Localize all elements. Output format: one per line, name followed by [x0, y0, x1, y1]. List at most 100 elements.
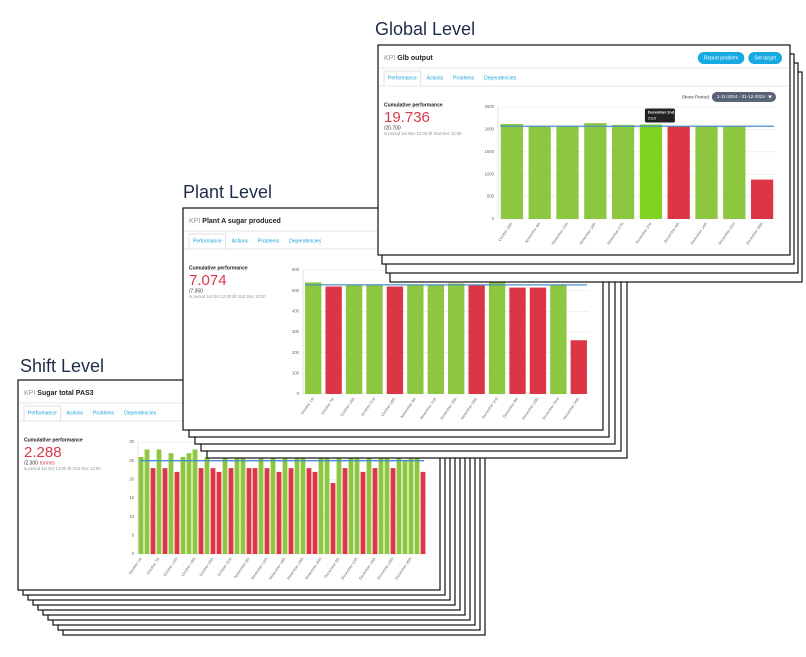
bar	[246, 468, 252, 554]
y-tick-label: 2000	[485, 127, 495, 132]
bar	[550, 284, 567, 394]
y-tick-label: 0	[132, 551, 135, 556]
bar	[556, 125, 579, 219]
header-button[interactable]	[748, 52, 782, 64]
level-title: Global Level	[375, 19, 475, 39]
tab[interactable]: Performance	[28, 410, 57, 416]
tab[interactable]: Actions	[427, 75, 444, 81]
tab[interactable]: Problems	[93, 410, 115, 416]
bar	[723, 125, 746, 219]
bar	[198, 468, 204, 554]
bar	[204, 456, 210, 554]
y-tick-label: 2500	[485, 104, 495, 109]
tooltip	[644, 108, 675, 123]
cumulative-label: Cumulative performance	[384, 102, 443, 108]
bar	[528, 126, 551, 219]
y-tick-label: 200	[292, 350, 300, 355]
kpi-title: Sugar total PAS3	[37, 390, 93, 397]
bar	[192, 449, 198, 554]
level-title: Plant Level	[183, 182, 272, 202]
bar	[288, 468, 294, 554]
bar	[318, 453, 324, 554]
select-label: Show Period	[682, 94, 710, 100]
tooltip-value: 2110	[648, 116, 656, 120]
bar	[342, 468, 348, 554]
bar	[345, 284, 363, 394]
y-tick-label: 5	[132, 532, 135, 537]
bar	[180, 456, 186, 554]
bar	[488, 282, 506, 394]
bar	[500, 124, 524, 219]
bar	[570, 340, 587, 394]
bar	[427, 284, 444, 394]
period-text: in period 1st Oct 12:00 till 31st Dec 12…	[189, 294, 266, 299]
bar	[252, 468, 258, 554]
select-box[interactable]	[711, 92, 776, 102]
kpi-title: Plant A sugar produced	[202, 218, 280, 225]
bar	[386, 286, 404, 394]
tab[interactable]: Performance	[388, 75, 417, 81]
select-arrow	[768, 95, 772, 99]
y-tick-label: 400	[292, 308, 300, 313]
bar	[258, 453, 264, 554]
bar	[138, 456, 144, 554]
bar	[667, 126, 690, 219]
bar	[264, 468, 270, 554]
bar	[222, 453, 228, 554]
tab[interactable]: Dependencies	[124, 410, 156, 416]
bar	[156, 449, 162, 554]
tab[interactable]: Dependencies	[484, 75, 516, 81]
tab[interactable]: Problems	[453, 75, 475, 81]
bar	[312, 471, 318, 554]
header-button[interactable]	[697, 52, 745, 64]
tab[interactable]: Actions	[232, 238, 249, 244]
bar	[390, 468, 396, 554]
y-tick-label: 1500	[485, 149, 495, 154]
bar	[407, 284, 424, 394]
bar	[300, 449, 306, 554]
y-tick-label: 600	[292, 267, 300, 272]
select-value[interactable]: 1-11-2024 - 31-12-2024	[717, 94, 766, 99]
tab[interactable]: Actions	[67, 410, 84, 416]
bar	[240, 456, 246, 554]
y-tick-label: 10	[129, 514, 134, 519]
bar	[366, 449, 372, 554]
bar	[234, 449, 240, 554]
bar	[408, 456, 414, 554]
header-button-label: Report problem	[704, 55, 738, 61]
y-tick-label: 1000	[485, 171, 495, 176]
bar	[509, 287, 526, 394]
cumulative-target: /20.700	[384, 125, 401, 131]
kpi-card	[377, 44, 791, 256]
bar	[144, 449, 150, 554]
cumulative-label: Cumulative performance	[189, 265, 248, 271]
period-text: in period 1st Oct 12:00 till 31st Dec 12…	[24, 466, 101, 471]
y-tick-label: 300	[292, 329, 300, 334]
bar	[372, 468, 378, 554]
y-tick-label: 0	[297, 391, 300, 396]
level-title: Shift Level	[20, 356, 104, 376]
y-tick-label: 500	[292, 288, 300, 293]
y-tick-label: 0	[492, 216, 495, 221]
tab[interactable]: Dependencies	[289, 238, 321, 244]
tab[interactable]: Performance	[193, 238, 222, 244]
y-tick-label: 15	[129, 495, 134, 500]
kpi-label: KPI	[384, 55, 395, 62]
bar	[402, 460, 408, 554]
bar	[168, 453, 174, 554]
bar	[448, 283, 465, 394]
bar	[378, 453, 384, 554]
cumulative-label: Cumulative performance	[24, 437, 83, 443]
bar	[216, 471, 222, 554]
tab[interactable]: Problems	[258, 238, 280, 244]
bar	[325, 286, 342, 394]
bar	[305, 282, 322, 394]
bar	[354, 456, 360, 554]
cumulative-value: 19.736	[384, 109, 430, 126]
bar	[396, 449, 402, 554]
y-tick-label: 500	[487, 194, 495, 199]
bar	[584, 123, 607, 219]
bar	[150, 468, 156, 554]
bar	[750, 179, 774, 219]
